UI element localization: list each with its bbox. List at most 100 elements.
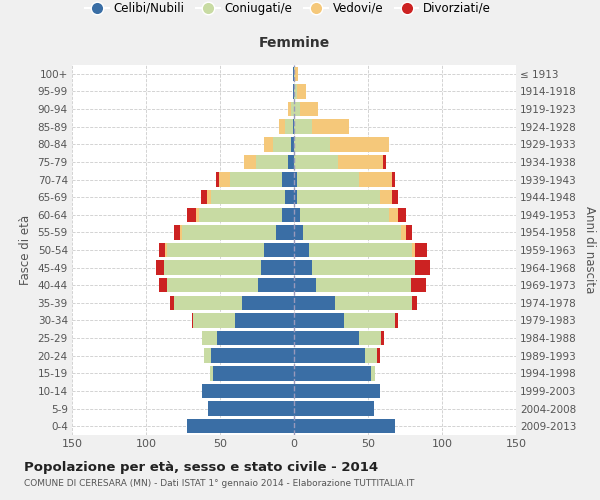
Bar [294,102,300,117]
Bar [294,120,312,134]
Bar [167,278,259,292]
Bar [371,366,376,380]
Bar [160,243,165,257]
Bar [297,84,306,98]
Bar [160,278,167,292]
Bar [174,296,242,310]
Bar [398,208,406,222]
Bar [415,243,427,257]
Bar [294,331,359,345]
Bar [380,190,392,204]
Bar [383,154,386,169]
Text: COMUNE DI CERESARA (MN) - Dati ISTAT 1° gennaio 2014 - Elaborazione TUTTITALIA.I: COMUNE DI CERESARA (MN) - Dati ISTAT 1° … [24,478,415,488]
Bar [303,225,401,240]
Bar [187,208,196,222]
Bar [235,314,294,328]
Bar [392,190,398,204]
Bar [294,154,338,169]
Bar [209,366,212,380]
Bar [294,172,297,186]
Bar [282,172,294,186]
Bar [165,243,167,257]
Bar [294,243,309,257]
Bar [294,208,300,222]
Bar [297,190,380,204]
Bar [294,314,344,328]
Bar [389,208,398,222]
Bar [157,260,164,275]
Bar [282,208,294,222]
Bar [294,260,312,275]
Bar [377,348,380,363]
Bar [285,190,294,204]
Bar [329,137,389,152]
Bar [218,172,230,186]
Bar [401,225,406,240]
Bar [206,190,211,204]
Bar [294,66,295,81]
Bar [344,314,395,328]
Bar [406,225,412,240]
Y-axis label: Anni di nascita: Anni di nascita [583,206,596,294]
Bar [208,402,294,416]
Bar [294,366,371,380]
Y-axis label: Fasce di età: Fasce di età [19,215,32,285]
Bar [211,348,294,363]
Bar [211,190,285,204]
Bar [256,154,288,169]
Bar [242,296,294,310]
Bar [293,84,294,98]
Bar [212,366,294,380]
Bar [170,296,174,310]
Bar [230,172,282,186]
Bar [262,260,294,275]
Bar [412,243,415,257]
Bar [294,402,374,416]
Bar [196,208,199,222]
Bar [288,154,294,169]
Bar [365,348,377,363]
Bar [276,225,294,240]
Legend: Celibi/Nubili, Coniugati/e, Vedovi/e, Divorziati/e: Celibi/Nubili, Coniugati/e, Vedovi/e, Di… [82,0,494,18]
Bar [265,243,294,257]
Bar [174,225,180,240]
Bar [411,278,426,292]
Bar [415,260,430,275]
Bar [294,278,316,292]
Bar [359,331,382,345]
Bar [293,66,294,81]
Bar [297,172,359,186]
Bar [294,384,380,398]
Bar [199,208,282,222]
Bar [335,296,412,310]
Bar [295,66,298,81]
Bar [187,419,294,434]
Bar [244,154,256,169]
Bar [412,296,417,310]
Bar [291,137,294,152]
Bar [193,314,235,328]
Bar [291,102,294,117]
Bar [192,314,193,328]
Bar [294,84,297,98]
Bar [167,243,265,257]
Bar [217,331,294,345]
Bar [316,278,411,292]
Bar [202,384,294,398]
Bar [392,172,395,186]
Bar [359,172,392,186]
Bar [294,296,335,310]
Bar [312,120,349,134]
Bar [285,120,293,134]
Bar [201,190,206,204]
Bar [300,102,317,117]
Text: Femmine: Femmine [259,36,329,50]
Bar [395,314,398,328]
Bar [182,225,276,240]
Bar [215,172,218,186]
Bar [294,419,395,434]
Bar [294,348,365,363]
Bar [382,331,384,345]
Bar [293,120,294,134]
Bar [309,243,412,257]
